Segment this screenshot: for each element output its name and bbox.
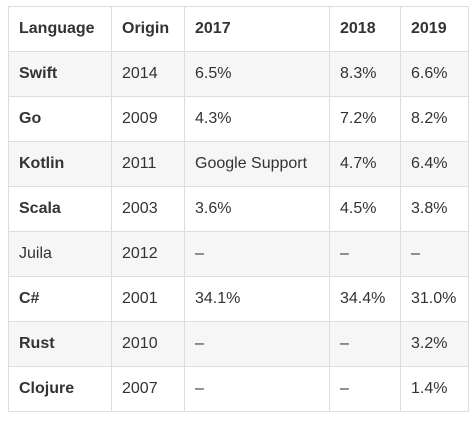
value-2017-cell: 3.6%	[184, 186, 330, 232]
value-2019-cell: 1.4%	[400, 366, 469, 412]
value-2017-cell: –	[184, 366, 330, 412]
language-cell: Go	[8, 96, 112, 142]
value-2018-cell: 8.3%	[329, 51, 401, 97]
header-language: Language	[8, 6, 112, 52]
table-row: Rust 2010 – – 3.2%	[8, 321, 469, 367]
origin-cell: 2001	[111, 276, 185, 322]
value-2017-cell: 6.5%	[184, 51, 330, 97]
language-cell: Swift	[8, 51, 112, 97]
value-2019-cell: –	[400, 231, 469, 277]
origin-cell: 2009	[111, 96, 185, 142]
header-origin: Origin	[111, 6, 185, 52]
language-cell: Juila	[8, 231, 112, 277]
value-2019-cell: 3.8%	[400, 186, 469, 232]
value-2017-cell: 4.3%	[184, 96, 330, 142]
value-2019-cell: 31.0%	[400, 276, 469, 322]
value-2019-cell: 6.4%	[400, 141, 469, 187]
origin-cell: 2003	[111, 186, 185, 232]
value-2018-cell: –	[329, 321, 401, 367]
value-2019-cell: 3.2%	[400, 321, 469, 367]
table-body: Swift 2014 6.5% 8.3% 6.6% Go 2009 4.3% 7…	[8, 51, 469, 412]
value-2017-cell: 34.1%	[184, 276, 330, 322]
language-cell: Kotlin	[8, 141, 112, 187]
language-cell: Scala	[8, 186, 112, 232]
table-row: C# 2001 34.1% 34.4% 31.0%	[8, 276, 469, 322]
value-2017-cell: Google Support	[184, 141, 330, 187]
table-header: Language Origin 2017 2018 2019	[8, 6, 469, 52]
language-popularity-table: Language Origin 2017 2018 2019 Swift 201…	[8, 6, 469, 412]
value-2019-cell: 8.2%	[400, 96, 469, 142]
table-row: Clojure 2007 – – 1.4%	[8, 366, 469, 412]
value-2018-cell: 7.2%	[329, 96, 401, 142]
origin-cell: 2012	[111, 231, 185, 277]
table-row: Juila 2012 – – –	[8, 231, 469, 277]
value-2018-cell: 4.5%	[329, 186, 401, 232]
table-row: Kotlin 2011 Google Support 4.7% 6.4%	[8, 141, 469, 187]
value-2018-cell: –	[329, 366, 401, 412]
origin-cell: 2011	[111, 141, 185, 187]
header-2018: 2018	[329, 6, 401, 52]
language-cell: Clojure	[8, 366, 112, 412]
header-2019: 2019	[400, 6, 469, 52]
value-2017-cell: –	[184, 321, 330, 367]
origin-cell: 2010	[111, 321, 185, 367]
origin-cell: 2007	[111, 366, 185, 412]
table-row: Go 2009 4.3% 7.2% 8.2%	[8, 96, 469, 142]
header-row: Language Origin 2017 2018 2019	[8, 6, 469, 52]
value-2017-cell: –	[184, 231, 330, 277]
language-cell: Rust	[8, 321, 112, 367]
origin-cell: 2014	[111, 51, 185, 97]
value-2019-cell: 6.6%	[400, 51, 469, 97]
value-2018-cell: 4.7%	[329, 141, 401, 187]
value-2018-cell: –	[329, 231, 401, 277]
table-row: Swift 2014 6.5% 8.3% 6.6%	[8, 51, 469, 97]
language-cell: C#	[8, 276, 112, 322]
table-row: Scala 2003 3.6% 4.5% 3.8%	[8, 186, 469, 232]
value-2018-cell: 34.4%	[329, 276, 401, 322]
header-2017: 2017	[184, 6, 330, 52]
